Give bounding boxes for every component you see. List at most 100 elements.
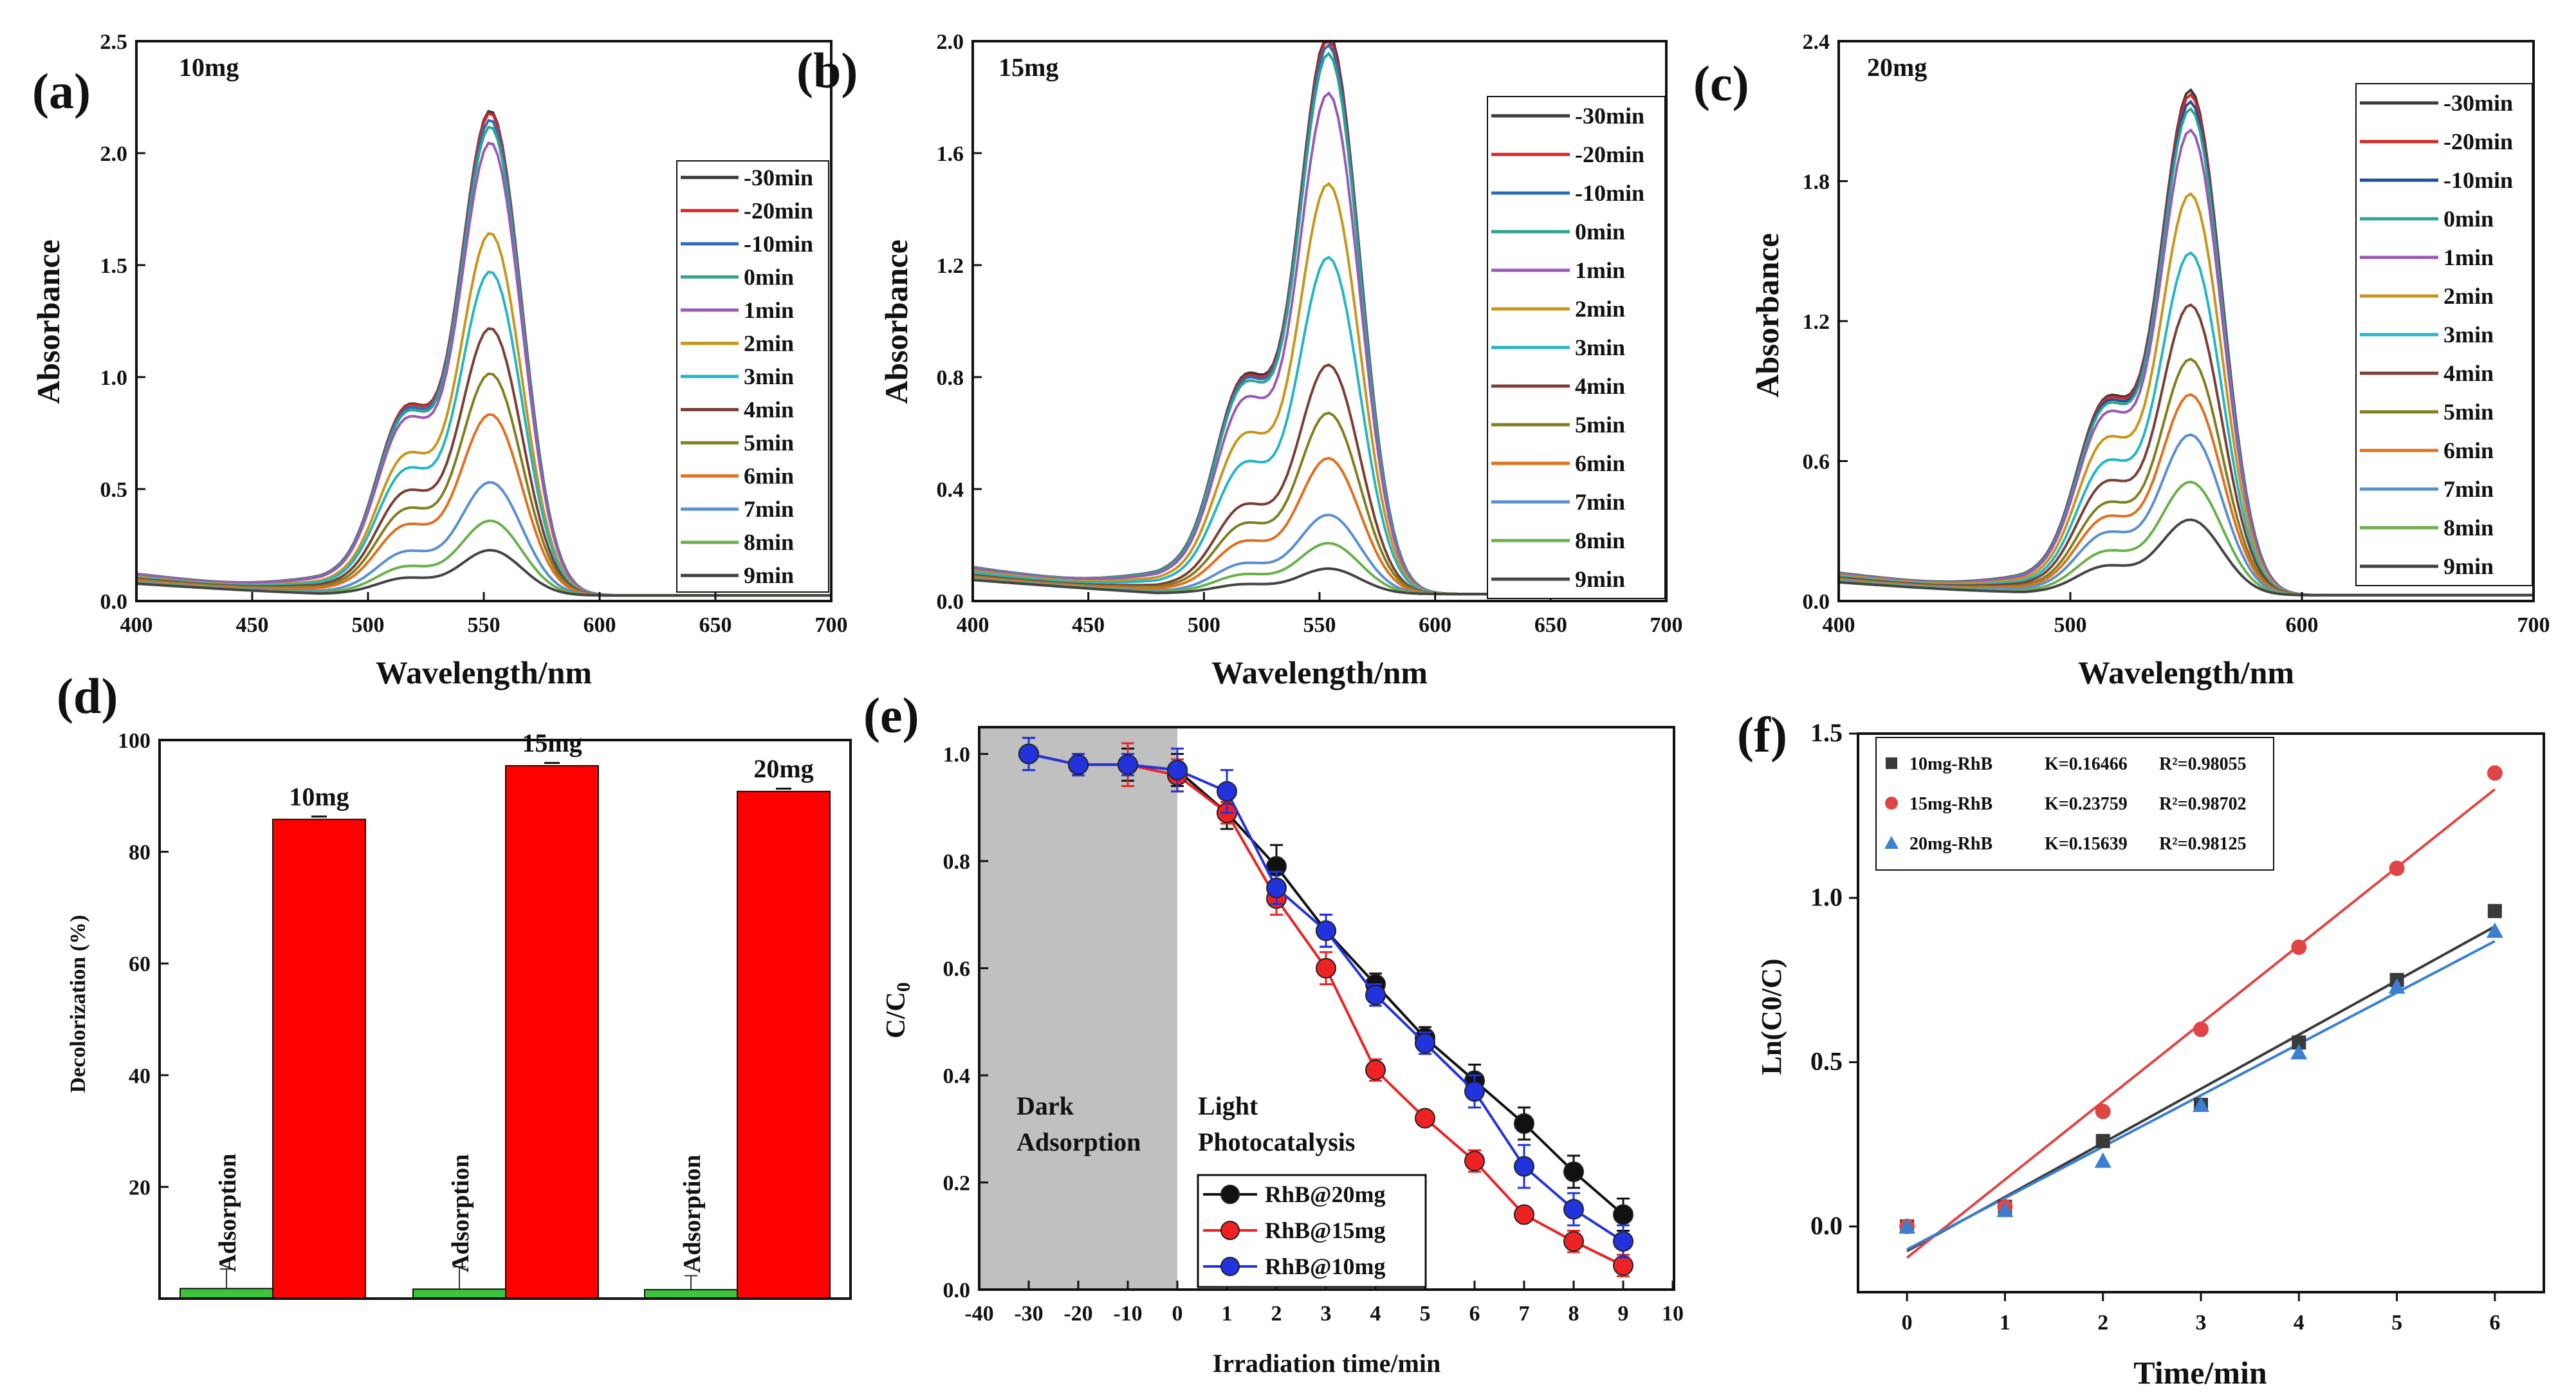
y-tick-label: 2.0 xyxy=(100,142,128,166)
x-tick-label: 5 xyxy=(1420,1302,1431,1326)
y-tick-label: 2.4 xyxy=(1803,30,1830,54)
x-tick-label: 4 xyxy=(1370,1302,1381,1326)
data-point-RhB@15mg xyxy=(1464,1151,1485,1172)
dark-label-line2: Adsorption xyxy=(1017,1127,1141,1156)
x-tick-label: 450 xyxy=(1072,613,1105,637)
legend-marker xyxy=(1884,836,1899,849)
y-tick-label: 1.8 xyxy=(1803,171,1830,194)
x-tick-label: -40 xyxy=(964,1302,993,1326)
light-label-line2: Photocatalysis xyxy=(1198,1127,1355,1156)
light-label-line1: Light xyxy=(1198,1091,1258,1120)
x-tick-label: 700 xyxy=(2517,613,2550,637)
panel-a-ylabel: Absorbance xyxy=(30,239,66,404)
x-tick-label: 8 xyxy=(1569,1302,1579,1326)
panel-e-ylabel-sub: 0 xyxy=(893,982,914,992)
x-tick-label: 400 xyxy=(957,613,989,637)
panel-b-label: (b) xyxy=(796,42,858,98)
legend-label: 5min xyxy=(744,430,794,456)
data-point-15mg-RhB xyxy=(2193,1021,2209,1037)
legend-label: -20min xyxy=(744,198,813,223)
panel-c-legend: -30min -20min -10min 0min 1min 2min 3min 4min 5m… xyxy=(2355,83,2533,586)
panel-c: (c) 20mg 400 500 600 700 0.0 0.6 1.2 1.8 2.4 Wa… xyxy=(1693,30,2550,690)
legend-label: 2min xyxy=(2443,283,2494,309)
panel-c-title: 20mg xyxy=(1867,53,1927,82)
panel-b-title: 15mg xyxy=(998,53,1058,82)
legend-series-name: 20mg-RhB xyxy=(1909,834,1992,854)
x-tick-label: 450 xyxy=(236,613,269,637)
legend-label: -20min xyxy=(2443,129,2513,154)
data-point-15mg-RhB xyxy=(2095,1104,2111,1120)
data-point-10mg-RhB xyxy=(2095,1134,2110,1149)
panel-d: (d) Adsorption10mgAdsorption15mgAdsorpti… xyxy=(57,668,852,1300)
legend-label: 3min xyxy=(1575,335,1625,360)
panel-e-ylabel: C/C0 xyxy=(881,982,914,1038)
data-point-10mg-RhB xyxy=(2487,903,2502,918)
data-point-20mg-RhB xyxy=(2486,922,2503,938)
panel-e-plot: Dark Adsorption Light Photocatalysis xyxy=(979,727,1633,1290)
x-tick-label: 0 xyxy=(1902,1311,1913,1335)
legend-label: 1min xyxy=(2443,245,2494,270)
y-tick-label: 0.4 xyxy=(943,1064,971,1088)
x-tick-label: 550 xyxy=(468,613,501,637)
x-tick-label: 500 xyxy=(1188,613,1220,637)
legend-label: -30min xyxy=(744,165,813,190)
y-tick-label: 0.0 xyxy=(943,1279,971,1302)
x-tick-label: 650 xyxy=(1534,613,1567,637)
adsorption-bar-20mg xyxy=(644,1289,738,1300)
panel-b: (b) 15mg 400 450 500 550 600 650 700 0.0 0.4 0.8… xyxy=(796,30,1683,690)
x-tick-label: 550 xyxy=(1303,613,1336,637)
y-tick-label: 80 xyxy=(129,841,151,865)
legend-label: 7min xyxy=(2443,476,2494,502)
data-point-RhB@20mg xyxy=(1613,1204,1633,1225)
x-tick-label: 1 xyxy=(1222,1302,1233,1326)
panel-e-legend: RhB@20mg RhB@15mg RhB@10mg xyxy=(1197,1174,1427,1288)
y-tick-label: 0.6 xyxy=(1803,450,1830,474)
legend-label: 8min xyxy=(744,530,794,555)
y-tick-label: 40 xyxy=(129,1064,151,1088)
y-tick-label: 0.6 xyxy=(943,958,971,981)
data-point-RhB@10mg xyxy=(1068,754,1089,775)
y-tick-label: 60 xyxy=(129,952,151,976)
panel-f-xlabel: Time/min xyxy=(2133,1355,2267,1391)
x-tick-label: 5 xyxy=(2391,1311,2402,1335)
y-tick-label: 0.5 xyxy=(100,478,128,502)
fit-line-20mg-RhB xyxy=(1906,940,2496,1251)
legend-label: 1min xyxy=(744,297,794,323)
adsorption-bar-15mg xyxy=(412,1288,506,1300)
x-tick-label: -20 xyxy=(1063,1302,1092,1326)
panel-b-x-ticks: 400 450 500 550 600 650 700 xyxy=(957,592,1683,637)
legend-label: 7min xyxy=(744,496,794,522)
legend-swatch-marker xyxy=(1220,1221,1240,1240)
y-tick-label: 1.6 xyxy=(937,142,964,166)
data-point-RhB@10mg xyxy=(1464,1081,1485,1102)
legend-label: -10min xyxy=(2443,167,2513,193)
legend-label: 5min xyxy=(1575,412,1625,438)
panel-e-y-ticks: 0.0 0.2 0.4 0.6 0.8 1.0 xyxy=(943,743,988,1302)
legend-label: RhB@15mg xyxy=(1265,1218,1386,1243)
data-point-RhB@10mg xyxy=(1018,743,1039,764)
x-tick-label: 400 xyxy=(120,613,153,637)
adsorption-label: Adsorption xyxy=(214,1154,241,1272)
y-tick-label: 0.8 xyxy=(943,850,971,874)
bar-group-label: 20mg xyxy=(753,754,813,783)
panel-d-ylabel: Decolorization (%) xyxy=(66,915,90,1093)
data-point-RhB@10mg xyxy=(1563,1199,1584,1220)
bar-group-label: 10mg xyxy=(289,782,349,811)
legend-label: -10min xyxy=(744,231,813,257)
data-point-20mg-RhB xyxy=(2290,1044,2308,1060)
legend-label: 4min xyxy=(744,397,794,423)
legend-label: -20min xyxy=(1575,142,1644,167)
panel-c-label: (c) xyxy=(1693,55,1749,111)
data-point-20mg-RhB xyxy=(2193,1096,2209,1112)
data-point-10mg-RhB xyxy=(2292,1035,2306,1050)
data-point-RhB@20mg xyxy=(1563,1161,1584,1182)
data-point-20mg-RhB xyxy=(2094,1152,2111,1168)
y-tick-label: 0.0 xyxy=(100,590,128,614)
y-tick-label: 0.4 xyxy=(937,478,964,502)
legend-label: 0min xyxy=(2443,206,2494,232)
panel-f-x-ticks: 0 1 2 3 4 5 6 xyxy=(1902,1292,2500,1335)
x-tick-label: 500 xyxy=(352,613,385,637)
data-point-RhB@10mg xyxy=(1613,1231,1633,1252)
legend-k-value: K=0.16466 xyxy=(2045,754,2128,774)
panel-a-x-ticks: 400 450 500 550 600 650 700 xyxy=(120,592,848,637)
